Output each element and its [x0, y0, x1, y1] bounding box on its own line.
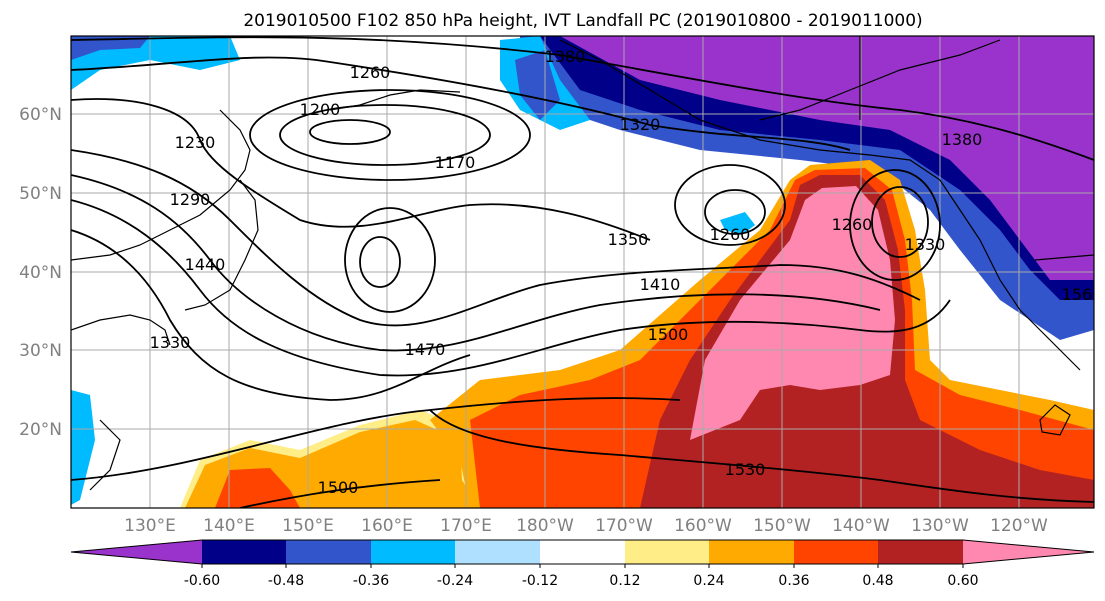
lon-label: 130°E — [124, 516, 176, 536]
contour-label: 1330 — [905, 235, 946, 254]
colorbar-swatch — [963, 540, 1094, 564]
colorbar-swatch — [794, 540, 878, 564]
contour-label: 1260 — [710, 225, 751, 244]
colorbar-label: 0.48 — [862, 573, 893, 589]
colorbar-label: -0.12 — [522, 573, 558, 589]
lat-label: 60°N — [19, 105, 62, 125]
contour-label: 1170 — [435, 153, 476, 172]
lat-label: 50°N — [19, 184, 62, 204]
contour-label: 1260 — [832, 215, 873, 234]
contour-label: 1410 — [640, 275, 681, 294]
contour-label: 1320 — [620, 115, 661, 134]
colorbar-label: -0.36 — [353, 573, 389, 589]
contour-label: 1530 — [725, 460, 766, 479]
colorbar-label: 0.60 — [947, 573, 978, 589]
colorbar-swatch — [625, 540, 709, 564]
colorbar-swatch — [878, 540, 963, 564]
contour-label: 1560 — [1062, 285, 1103, 304]
lon-label: 150°E — [282, 516, 334, 536]
contour-label: 1330 — [150, 333, 191, 352]
colorbar-label: 0.36 — [778, 573, 809, 589]
lon-label: 140°W — [832, 516, 890, 536]
colorbar-swatch — [286, 540, 371, 564]
coastlines — [71, 36, 1094, 491]
colorbar-label: -0.60 — [184, 573, 220, 589]
latitude-labels: 60°N 50°N 40°N 30°N 20°N — [19, 105, 62, 440]
lon-label: 160°E — [361, 516, 413, 536]
colorbar-label: 0.12 — [609, 573, 640, 589]
colorbar-swatch — [540, 540, 625, 564]
lon-label: 150°W — [753, 516, 811, 536]
lon-label: 130°W — [911, 516, 969, 536]
colorbar-swatch — [455, 540, 540, 564]
lat-label: 40°N — [19, 263, 62, 283]
map-frame — [70, 35, 1095, 509]
colorbar-label: 0.24 — [693, 573, 724, 589]
map-panel: 1260 1200 1170 1230 1290 1440 1330 1380 … — [71, 36, 1103, 508]
lon-label: 180°W — [516, 516, 574, 536]
colorbar-swatch — [71, 540, 202, 564]
lon-label: 120°W — [990, 516, 1048, 536]
contour-label: 1500 — [648, 325, 689, 344]
contour-label: 1260 — [350, 63, 391, 82]
lat-label: 20°N — [19, 420, 62, 440]
colorbar-tick-labels: -0.60 -0.48 -0.36 -0.24 -0.12 0.12 0.24 … — [184, 573, 979, 589]
contour-label: 1290 — [170, 190, 211, 209]
colorbar-label: -0.48 — [268, 573, 304, 589]
contour-labels: 1260 1200 1170 1230 1290 1440 1330 1380 … — [150, 47, 1103, 497]
contour-label: 1350 — [608, 230, 649, 249]
contour-label: 1470 — [405, 340, 446, 359]
colorbar-label: -0.24 — [437, 573, 473, 589]
contour-label: 1440 — [185, 255, 226, 274]
colorbar-swatch — [371, 540, 455, 564]
lon-label: 170°E — [440, 516, 492, 536]
colorbar: -0.60 -0.48 -0.36 -0.24 -0.12 0.12 0.24 … — [70, 539, 1095, 589]
contour-label: 1380 — [545, 47, 586, 66]
contour-label: 1500 — [318, 478, 359, 497]
colorbar-swatches — [71, 540, 1094, 564]
lon-label: 170°W — [595, 516, 653, 536]
lon-label: 160°W — [674, 516, 732, 536]
lat-label: 30°N — [19, 341, 62, 361]
height-contours — [71, 36, 1094, 508]
contour-label: 1230 — [175, 133, 216, 152]
lon-label: 140°E — [203, 516, 255, 536]
longitude-labels: 130°E 140°E 150°E 160°E 170°E 180°W 170°… — [124, 516, 1048, 536]
colorbar-swatch — [709, 540, 794, 564]
figure-title: 2019010500 F102 850 hPa height, IVT Land… — [243, 11, 922, 31]
contour-label: 1200 — [300, 100, 341, 119]
colorbar-swatch — [202, 540, 286, 564]
colorbar-ticks — [201, 564, 964, 568]
ivt-positive-shading — [180, 160, 1094, 508]
contour-label: 1380 — [942, 130, 983, 149]
